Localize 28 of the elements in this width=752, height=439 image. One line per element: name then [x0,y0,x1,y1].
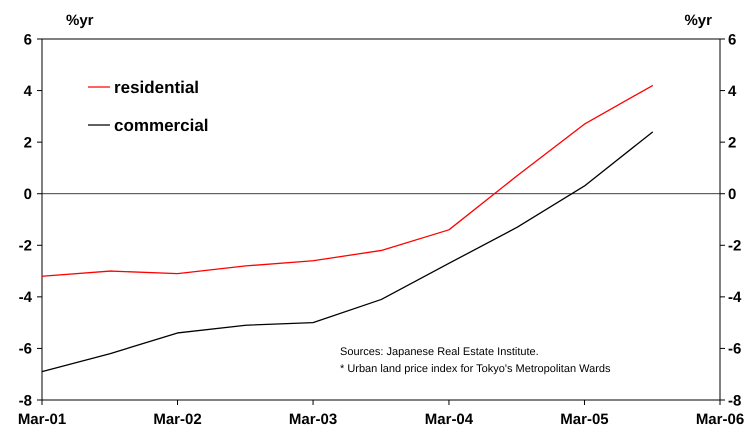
y-tick-label: 0 [24,186,32,203]
y-tick-label: -8 [18,392,32,410]
y-axis-title: %yr [66,12,94,29]
annotation: Sources: Japanese Real Estate Institute. [340,346,539,358]
legend-label: commercial [114,116,208,135]
x-tick-label: Mar-05 [560,411,609,428]
y-tick-label: -4 [18,289,33,306]
y2-tick-label: -6 [728,340,742,358]
y-tick-label: -6 [18,340,32,358]
x-tick-label: Mar-03 [288,411,338,428]
x-tick-label: Mar-01 [18,411,66,428]
y2-tick-label: -2 [728,238,742,255]
x-tick-label: Mar-02 [153,411,202,428]
y2-tick-label: -4 [728,289,742,306]
y2-tick-label: -8 [728,392,742,410]
y-tick-label: -2 [18,238,32,255]
legend-label: residential [114,78,200,97]
y2-tick-label: 0 [728,186,736,203]
y-tick-label: 2 [24,134,32,152]
y-tick-label: 4 [24,82,33,100]
x-tick-label: Mar-06 [696,411,744,428]
annotation: * Urban land price index for Tokyo's Metropolitan Wards [340,363,612,375]
y2-tick-label: 6 [728,31,736,48]
y2-tick-label: 4 [728,82,737,100]
y2-tick-label: 2 [728,134,736,152]
x-tick-label: Mar-04 [424,411,474,428]
y-tick-label: 6 [24,31,32,48]
y2-axis-title: %yr [684,12,712,29]
